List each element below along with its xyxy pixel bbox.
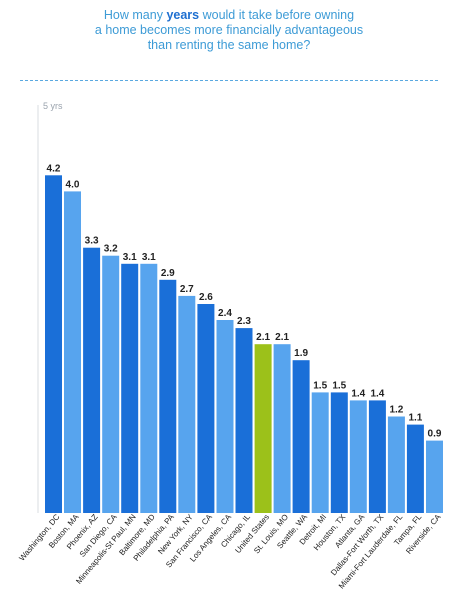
value-label-19: 1.2 [389,405,403,416]
value-label-6: 3.1 [142,252,156,263]
value-label-11: 2.3 [237,316,251,327]
chart-title: How many years would it take before owni… [0,8,458,53]
bar-8 [178,295,196,513]
value-label-5: 3.1 [123,252,137,263]
bar-7 [159,279,177,513]
bar-16 [330,392,348,513]
bar-17 [349,400,367,513]
value-label-14: 1.9 [294,348,308,359]
value-label-15: 1.5 [313,380,327,391]
value-label-3: 3.3 [85,236,99,247]
bar-6 [140,263,158,513]
bar-11 [235,328,253,513]
value-label-16: 1.5 [332,380,346,391]
bar-3 [83,247,101,513]
bar-5 [121,263,139,513]
bar-14 [292,360,310,513]
bar-18 [368,400,386,513]
value-label-13: 2.1 [275,332,289,343]
value-label-10: 2.4 [218,308,232,319]
title-line-2: a home becomes more financially advantag… [94,23,364,37]
value-label-1: 4.2 [47,163,61,174]
bar-12 [254,344,272,513]
value-label-4: 3.2 [104,244,118,255]
title-highlight: years [166,8,200,22]
value-label-9: 2.6 [199,292,213,303]
value-label-21: 0.9 [428,429,442,440]
bar-4 [102,255,120,513]
bar-9 [197,304,215,513]
value-label-8: 2.7 [180,284,194,295]
value-label-18: 1.4 [370,388,384,399]
bar-1 [45,175,62,514]
value-label-7: 2.9 [161,268,175,279]
title-line-3: than renting the same home? [147,38,311,52]
title-divider [20,80,438,81]
bar-15 [311,392,329,513]
value-label-20: 1.1 [408,413,422,424]
title-line-1: How many years would it take before owni… [103,8,355,22]
bar-19 [387,416,405,513]
bar-2 [64,191,81,513]
value-label-2: 4.0 [66,179,80,190]
bar-20 [406,424,424,513]
value-label-12: 2.1 [256,332,270,343]
bar-10 [216,320,234,513]
value-label-17: 1.4 [351,388,365,399]
y-tick-label: 5 yrs [43,101,63,111]
bar-21 [426,440,443,513]
bar-13 [273,344,291,513]
